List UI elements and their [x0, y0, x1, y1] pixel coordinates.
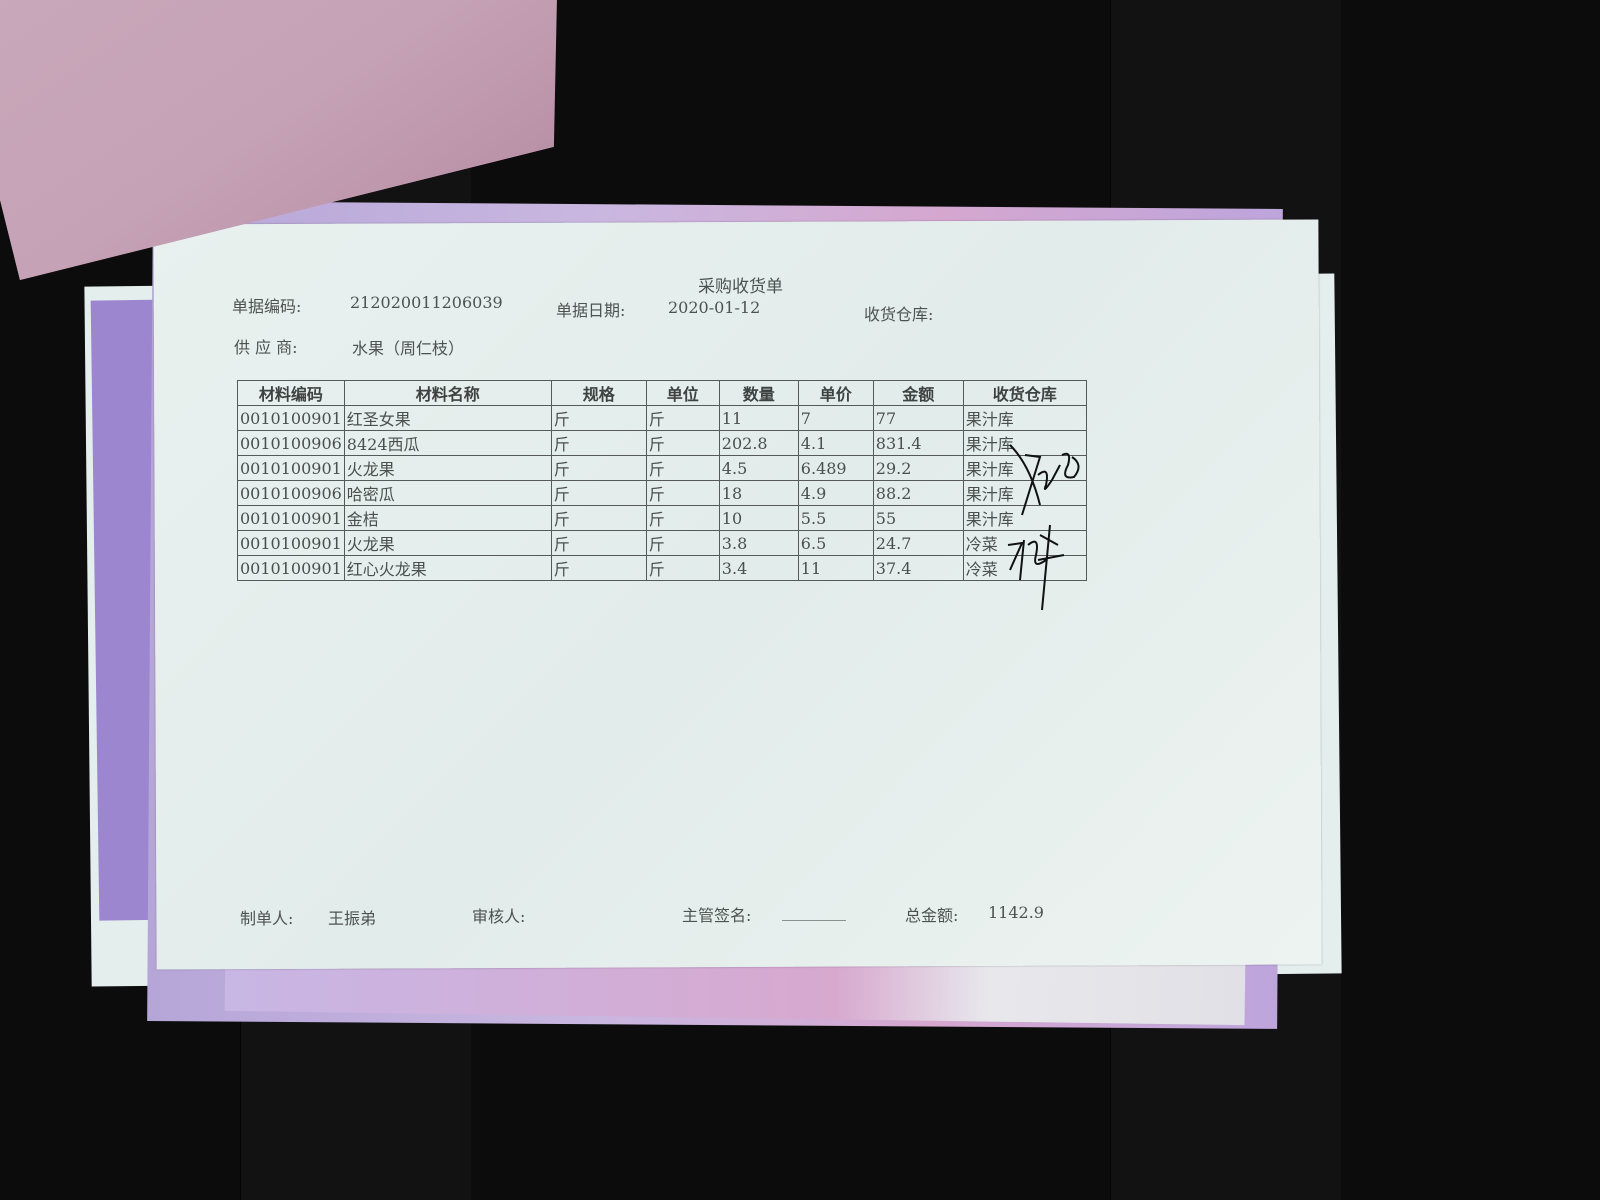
items-table: 材料编码 材料名称 规格 单位 数量 单价 金额 收货仓库 0010100901 红圣女果斤斤 1…: [237, 380, 1087, 581]
column-header: 数量: [718, 380, 799, 406]
total-label: 总金额:: [905, 906, 959, 925]
table-cell: 0010100901: [237, 505, 345, 531]
receipt-paper: [153, 219, 1322, 970]
table-cell: 红圣女果: [343, 405, 552, 431]
table-cell: 斤: [645, 505, 720, 531]
doc-number: 212020011206039: [350, 293, 503, 312]
table-cell: 4.9: [797, 480, 874, 506]
table-cell: 斤: [645, 455, 720, 481]
table-cell: 斤: [550, 480, 647, 506]
table-cell: 29.2: [872, 455, 964, 481]
table-row: 0010100901 火龙果斤斤 3.8 6.5 24.7 冷菜: [237, 530, 1087, 556]
table-cell: 斤: [645, 430, 720, 456]
table-row: 0010100901 红圣女果斤斤 11 7 77 果汁库: [237, 405, 1087, 431]
column-header: 单位: [645, 380, 720, 406]
table-cell: 哈密瓜: [343, 480, 552, 506]
table-cell: 斤: [550, 530, 647, 556]
supervisor-label: 主管签名:: [682, 906, 752, 925]
table-cell: 斤: [645, 405, 720, 431]
table-cell: 斤: [550, 405, 647, 431]
column-header: 单价: [797, 380, 874, 406]
table-cell: 斤: [645, 555, 720, 581]
table-cell: 火龙果: [343, 455, 552, 481]
doc-date-label: 单据日期:: [556, 301, 626, 320]
warehouse-label: 收货仓库:: [864, 305, 934, 324]
table-cell: 3.4: [718, 555, 799, 581]
handwritten-signature: [1007, 444, 1080, 611]
supplier: 水果（周仁枝）: [352, 339, 465, 358]
document-title: 采购收货单: [698, 277, 783, 297]
table-cell: 冷菜: [962, 530, 1087, 556]
reviewer-label: 审核人:: [472, 907, 526, 926]
maker-label: 制单人:: [240, 909, 294, 928]
table-cell: 11: [718, 405, 799, 431]
total-amount: 1142.9: [988, 903, 1044, 922]
table-cell: 果汁库: [962, 430, 1087, 456]
table-cell: 55: [872, 505, 964, 531]
table-cell: 24.7: [872, 530, 964, 556]
table-cell: 冷菜: [962, 555, 1087, 581]
table-cell: 11: [797, 555, 874, 581]
table-row: 0010100901 火龙果斤斤 4.5 6.489 29.2 果汁库: [237, 455, 1087, 481]
table-cell: 金桔: [343, 505, 552, 531]
table-cell: 18: [718, 480, 799, 506]
table-cell: 斤: [550, 505, 647, 531]
table-cell: 斤: [550, 555, 647, 581]
maker: 王振弟: [328, 909, 377, 928]
doc-date: 2020-01-12: [668, 298, 761, 317]
table-cell: 斤: [550, 430, 647, 456]
table-row: 0010100906 哈密瓜斤斤 18 4.9 88.2 果汁库: [237, 480, 1087, 506]
table-cell: 37.4: [872, 555, 964, 581]
table-cell: 10: [718, 505, 799, 531]
table-cell: 0010100901: [237, 405, 345, 431]
table-row: 0010100901 红心火龙果斤斤 3.4 11 37.4 冷菜: [237, 555, 1087, 581]
table-cell: 斤: [645, 480, 720, 506]
column-header: 金额: [872, 380, 964, 406]
supervisor-signature-line: ________: [782, 902, 846, 921]
doc-number-label: 单据编码:: [232, 297, 302, 316]
table-cell: 0010100901: [237, 530, 345, 556]
table-cell: 3.8: [718, 530, 799, 556]
table-cell: 4.5: [718, 455, 799, 481]
table-cell: 斤: [550, 455, 647, 481]
column-header: 材料编码: [237, 380, 345, 406]
column-header: 规格: [550, 380, 647, 406]
table-cell: 6.5: [797, 530, 874, 556]
table-cell: 88.2: [872, 480, 964, 506]
table-cell: 0010100901: [237, 555, 345, 581]
table-cell: 8424西瓜: [343, 430, 552, 456]
table-cell: 果汁库: [962, 480, 1087, 506]
table-row: 0010100906 8424西瓜斤斤 202.8 4.1 831.4 果汁库: [237, 430, 1087, 456]
table-cell: 0010100906: [237, 480, 345, 506]
column-header: 收货仓库: [962, 380, 1087, 406]
table-cell: 0010100906: [237, 430, 345, 456]
table-cell: 202.8: [718, 430, 799, 456]
table-cell: 火龙果: [343, 530, 552, 556]
column-header: 材料名称: [343, 380, 552, 406]
supplier-label: 供 应 商:: [234, 338, 298, 357]
table-cell: 5.5: [797, 505, 874, 531]
table-cell: 4.1: [797, 430, 874, 456]
table-cell: 红心火龙果: [343, 555, 552, 581]
table-cell: 0010100901: [237, 455, 345, 481]
table-cell: 6.489: [797, 455, 874, 481]
table-cell: 831.4: [872, 430, 964, 456]
table-cell: 斤: [645, 530, 720, 556]
table-row: 0010100901 金桔斤斤 10 5.5 55 果汁库: [237, 505, 1087, 531]
table-header-row: 材料编码 材料名称 规格 单位 数量 单价 金额 收货仓库: [237, 380, 1087, 406]
table-cell: 7: [797, 405, 874, 431]
table-cell: 77: [872, 405, 964, 431]
